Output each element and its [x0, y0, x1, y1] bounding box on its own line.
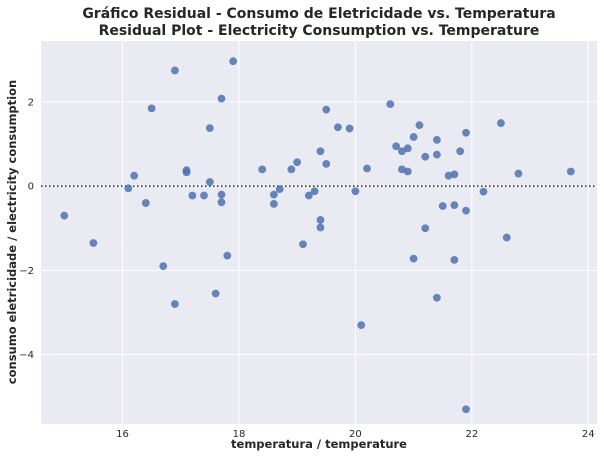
- data-point: [566, 167, 575, 176]
- data-point: [293, 158, 302, 167]
- x-tick-label: 16: [116, 429, 129, 440]
- data-point: [304, 191, 313, 200]
- data-point: [287, 165, 296, 174]
- y-tick-label: −4: [19, 350, 34, 361]
- y-axis-label: consumo eletricidade / electricity consu…: [5, 80, 19, 384]
- data-point: [345, 124, 354, 133]
- data-point: [217, 198, 226, 207]
- data-point: [403, 167, 412, 176]
- data-point: [141, 199, 150, 207]
- data-point: [200, 191, 208, 200]
- data-point: [462, 128, 470, 137]
- data-point: [322, 159, 331, 168]
- y-tick-label: −2: [19, 266, 34, 277]
- data-point: [502, 233, 511, 242]
- data-point: [258, 165, 267, 174]
- data-points: [60, 57, 575, 414]
- data-point: [217, 190, 226, 199]
- data-point: [130, 171, 139, 180]
- data-point: [316, 147, 325, 156]
- data-point: [357, 321, 366, 329]
- data-point: [351, 187, 360, 196]
- data-point: [182, 168, 191, 177]
- data-point: [205, 124, 214, 133]
- data-point: [159, 262, 168, 271]
- chart-title: Gráfico Residual - Consumo de Eletricida…: [82, 6, 555, 22]
- data-point: [497, 119, 505, 127]
- x-tick-labels: 16 18 20 22 24: [116, 429, 594, 440]
- data-point: [211, 289, 220, 298]
- data-point: [322, 105, 331, 114]
- data-point: [60, 211, 69, 220]
- x-tick-label: 18: [233, 429, 246, 440]
- x-tick-label: 24: [582, 429, 595, 440]
- data-point: [363, 164, 371, 173]
- data-point: [188, 191, 197, 200]
- data-point: [171, 300, 179, 308]
- data-point: [438, 202, 447, 210]
- data-point: [316, 215, 325, 224]
- data-point: [392, 142, 401, 151]
- data-point: [432, 150, 441, 159]
- data-point: [386, 100, 395, 109]
- data-point: [217, 94, 226, 103]
- data-point: [316, 223, 325, 232]
- data-point: [514, 169, 523, 178]
- data-point: [450, 255, 459, 264]
- data-point: [456, 147, 465, 156]
- data-point: [415, 121, 424, 130]
- data-point: [310, 187, 319, 196]
- data-point: [421, 152, 430, 161]
- y-tick-label: 2: [28, 98, 34, 109]
- data-point: [269, 190, 278, 199]
- data-point: [275, 185, 284, 194]
- data-point: [147, 104, 156, 113]
- data-point: [205, 178, 214, 186]
- data-point: [421, 224, 430, 233]
- x-axis-label: temperatura / temperature: [231, 437, 407, 451]
- data-point: [223, 251, 232, 260]
- data-point: [450, 170, 459, 179]
- x-tick-label: 20: [349, 429, 362, 440]
- data-point: [269, 199, 278, 208]
- chart-subtitle: Residual Plot - Electricity Consumption …: [99, 23, 540, 39]
- x-tick-label: 22: [465, 429, 478, 440]
- data-point: [171, 66, 179, 75]
- data-point: [462, 206, 470, 215]
- plot-area: [41, 41, 597, 424]
- data-point: [444, 171, 453, 180]
- grid: [41, 41, 597, 424]
- data-point: [334, 123, 342, 132]
- data-point: [229, 57, 238, 66]
- data-point: [398, 147, 406, 156]
- y-tick-labels: −4 −2 0 2: [19, 98, 34, 362]
- data-point: [409, 133, 418, 141]
- data-point: [124, 184, 133, 193]
- data-point: [432, 136, 441, 144]
- data-point: [432, 293, 441, 302]
- y-tick-label: 0: [28, 182, 34, 193]
- data-point: [409, 254, 418, 263]
- data-point: [403, 144, 412, 153]
- data-point: [479, 187, 488, 196]
- data-point: [462, 405, 470, 414]
- data-point: [89, 239, 98, 247]
- data-point: [450, 201, 459, 210]
- data-point: [299, 240, 307, 249]
